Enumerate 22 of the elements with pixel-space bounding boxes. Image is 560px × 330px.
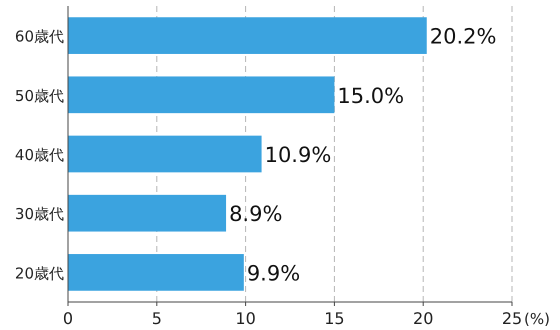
data-label: 20.2% xyxy=(430,24,496,49)
x-tick-label: 20 xyxy=(413,309,434,328)
data-label: 10.9% xyxy=(264,143,332,167)
y-tick-label: 20歳代 xyxy=(14,264,64,282)
y-tick-label: 30歳代 xyxy=(14,205,64,224)
x-axis-title: (%) xyxy=(524,310,550,328)
bar xyxy=(68,17,427,54)
data-label: 9.9% xyxy=(246,261,300,286)
y-tick-label: 40歳代 xyxy=(14,146,64,164)
x-tick-label: 15 xyxy=(324,309,345,328)
data-label: 15.0% xyxy=(337,84,404,108)
y-tick-label: 50歳代 xyxy=(14,86,64,105)
x-tick-label: 0 xyxy=(62,309,74,328)
x-tick-label: 5 xyxy=(152,309,162,328)
bar xyxy=(68,194,226,232)
bar xyxy=(68,136,262,172)
x-tick-label: 25 xyxy=(502,309,522,328)
data-label: 8.9% xyxy=(229,202,282,226)
bar xyxy=(68,254,244,291)
y-tick-label: 60歳代 xyxy=(14,28,64,46)
bar xyxy=(68,76,334,114)
x-tick-label: 10 xyxy=(235,309,256,328)
